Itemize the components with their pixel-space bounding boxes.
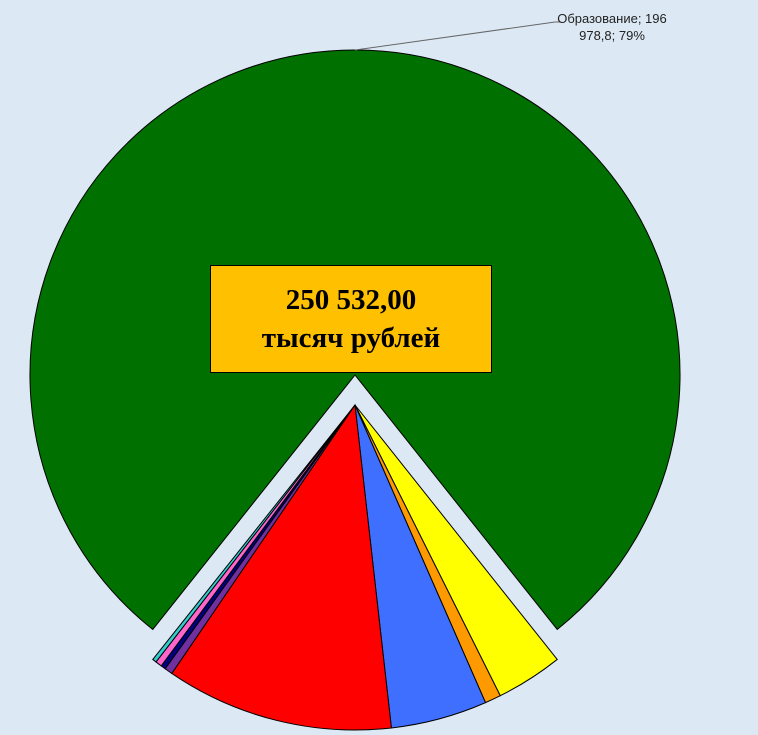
pie-slice [171,403,392,731]
annotation-line: тысяч рублей [261,322,441,354]
pie-slice [152,404,356,663]
annotation-box: 250 532,00 тысяч рублей [210,265,492,373]
annotation-line: 250 532,00 [285,284,417,316]
leader-line [354,21,560,51]
data-label: Образование; 196 978,8; 79% [557,11,667,43]
